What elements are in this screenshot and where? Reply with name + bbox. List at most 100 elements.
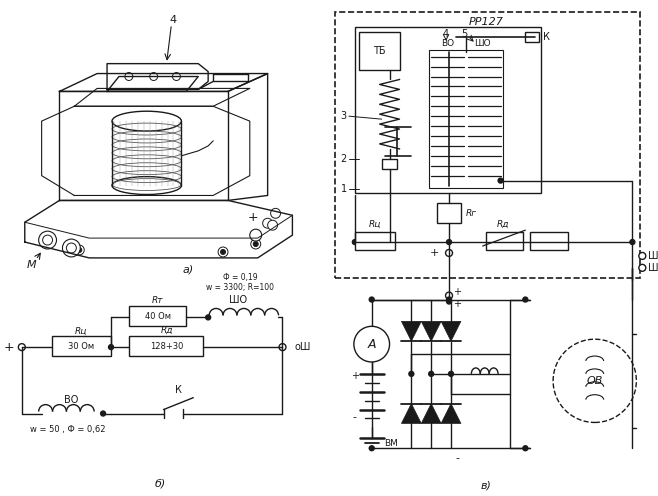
Bar — [437, 203, 461, 223]
Text: Ф = 0,19: Ф = 0,19 — [222, 273, 257, 282]
Text: ВО: ВО — [442, 39, 455, 48]
Circle shape — [445, 292, 453, 299]
Circle shape — [218, 247, 228, 257]
Text: ШО: ШО — [474, 39, 491, 48]
Polygon shape — [441, 321, 461, 341]
Circle shape — [354, 326, 390, 362]
Ellipse shape — [112, 111, 182, 131]
Circle shape — [449, 372, 453, 376]
Circle shape — [45, 238, 50, 243]
Circle shape — [172, 72, 180, 80]
Polygon shape — [401, 321, 421, 341]
Bar — [429, 50, 503, 187]
Text: w = 50 , Ф = 0,62: w = 50 , Ф = 0,62 — [30, 425, 105, 434]
Text: Rт: Rт — [152, 296, 163, 305]
Bar — [530, 232, 568, 250]
Text: Ш: Ш — [648, 263, 658, 273]
Polygon shape — [421, 404, 441, 424]
Circle shape — [251, 239, 261, 249]
Text: 3: 3 — [341, 111, 347, 121]
Circle shape — [498, 240, 503, 245]
Circle shape — [220, 249, 226, 254]
Text: К: К — [175, 385, 182, 395]
Circle shape — [268, 220, 278, 230]
Text: ОВ: ОВ — [586, 376, 603, 386]
Circle shape — [74, 245, 84, 255]
Circle shape — [109, 345, 113, 350]
Text: +: + — [453, 287, 461, 297]
Bar — [129, 336, 203, 356]
Text: Rд: Rд — [496, 220, 509, 229]
Text: А: А — [367, 338, 376, 351]
Text: -: - — [353, 413, 357, 423]
Text: в): в) — [480, 481, 491, 491]
Circle shape — [66, 243, 76, 253]
Text: Rц: Rц — [75, 327, 88, 336]
Circle shape — [409, 372, 414, 376]
Circle shape — [447, 240, 451, 245]
Bar — [129, 307, 186, 326]
Circle shape — [149, 72, 158, 80]
Bar — [359, 32, 401, 69]
Text: Rг: Rг — [465, 209, 476, 218]
Circle shape — [280, 345, 285, 350]
Text: Rд: Rд — [161, 326, 173, 335]
Bar — [525, 32, 539, 42]
Text: Rц: Rц — [368, 220, 381, 229]
Text: +: + — [3, 341, 14, 354]
Circle shape — [353, 240, 357, 245]
Text: +: + — [351, 371, 359, 381]
Circle shape — [125, 72, 133, 80]
Bar — [335, 12, 640, 278]
Circle shape — [639, 264, 645, 271]
Bar — [382, 159, 397, 169]
Text: 4: 4 — [443, 29, 449, 39]
Bar — [51, 336, 111, 356]
Text: 40 Ом: 40 Ом — [145, 312, 170, 321]
Circle shape — [447, 299, 451, 304]
Text: +: + — [453, 300, 461, 310]
Text: РР127: РР127 — [468, 17, 503, 27]
Circle shape — [43, 235, 53, 245]
Circle shape — [639, 252, 645, 259]
Circle shape — [445, 249, 453, 256]
Polygon shape — [401, 404, 421, 424]
Text: б): б) — [155, 479, 166, 489]
Text: oШ: oШ — [294, 342, 311, 352]
Text: а): а) — [183, 265, 194, 275]
Text: 1: 1 — [341, 184, 347, 193]
Circle shape — [250, 229, 262, 241]
Circle shape — [523, 297, 528, 302]
Polygon shape — [421, 321, 441, 341]
Text: Ш: Ш — [648, 251, 658, 261]
Circle shape — [523, 446, 528, 451]
Circle shape — [253, 242, 258, 247]
Ellipse shape — [112, 177, 182, 194]
Circle shape — [279, 344, 286, 351]
Circle shape — [39, 231, 57, 249]
Text: +: + — [247, 211, 258, 224]
Text: 4: 4 — [170, 15, 177, 25]
Text: 5: 5 — [461, 29, 467, 39]
Text: 30 Ом: 30 Ом — [68, 342, 94, 351]
Polygon shape — [441, 404, 461, 424]
Text: ШО: ШО — [229, 295, 247, 305]
Circle shape — [553, 339, 636, 423]
Circle shape — [263, 218, 272, 228]
Bar — [355, 27, 542, 193]
Circle shape — [498, 178, 503, 183]
Text: w = 3300; R=100: w = 3300; R=100 — [206, 283, 274, 292]
Text: +: + — [430, 248, 439, 258]
Bar — [355, 232, 395, 250]
Circle shape — [429, 372, 434, 376]
Text: ВО: ВО — [64, 395, 78, 405]
Circle shape — [43, 235, 53, 245]
Text: 2: 2 — [341, 154, 347, 164]
Circle shape — [630, 240, 635, 245]
Circle shape — [63, 239, 80, 257]
Circle shape — [18, 344, 25, 351]
Circle shape — [77, 248, 82, 252]
Circle shape — [447, 297, 451, 302]
Text: -: - — [456, 453, 460, 463]
Circle shape — [369, 446, 374, 451]
